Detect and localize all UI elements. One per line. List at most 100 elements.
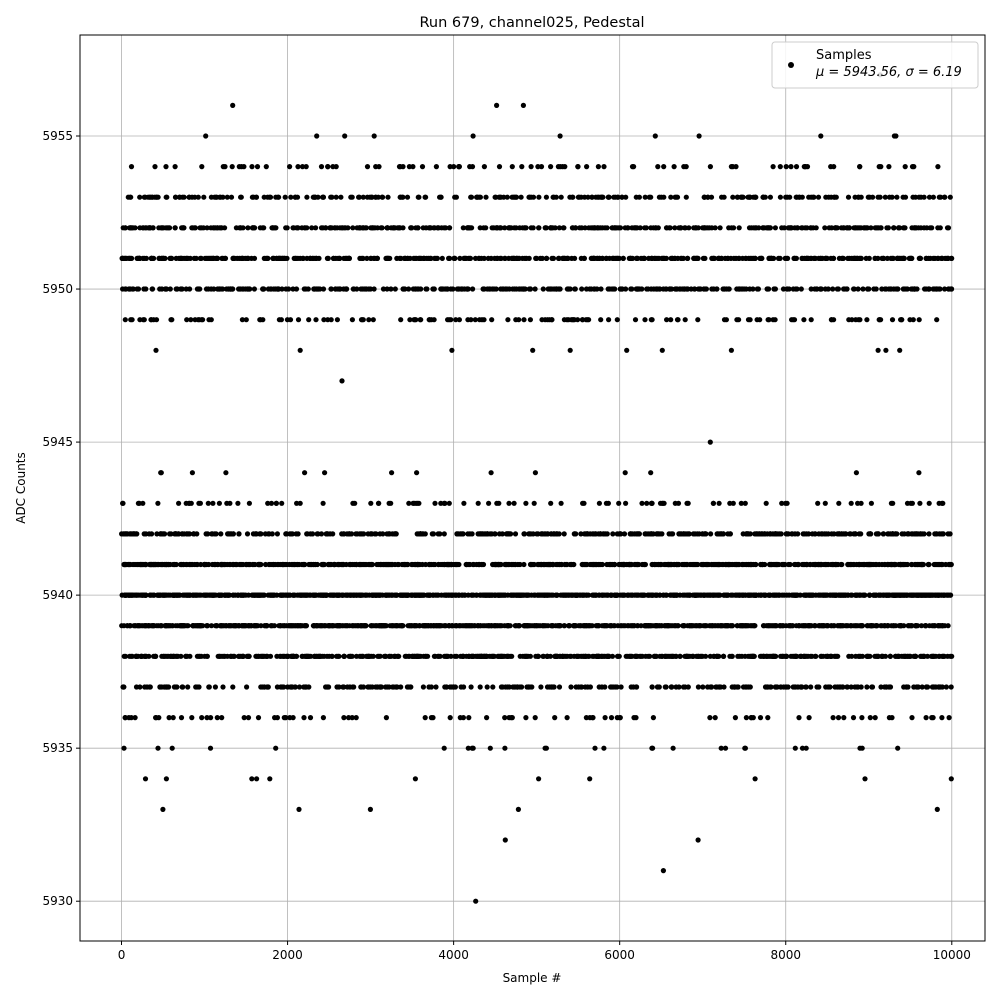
data-point [222,225,228,231]
data-point [254,164,261,170]
data-point [822,500,828,506]
data-point [707,164,714,170]
data-point [849,592,855,598]
data-point [311,623,317,629]
data-point [362,592,368,598]
data-point [126,561,132,568]
data-point [556,255,562,261]
data-point [303,286,309,292]
data-point [302,623,308,629]
data-point [227,561,233,568]
data-point [172,225,178,231]
data-point [163,164,169,170]
data-point [510,286,516,292]
data-point [684,592,690,598]
data-point [321,592,327,598]
data-point [741,286,747,292]
data-point [855,286,861,292]
data-point [466,561,472,568]
data-point [797,592,803,598]
data-point [276,561,282,568]
data-point [624,347,630,353]
data-point [238,194,244,200]
data-point [311,194,317,200]
data-point [934,317,940,323]
data-point [908,255,915,261]
data-point [162,592,168,598]
data-point [296,592,302,598]
data-point [650,531,656,537]
data-point [548,164,554,170]
data-point [215,286,221,292]
data-point [323,225,329,231]
data-point [361,286,367,292]
data-point [454,653,460,659]
data-point [901,561,907,568]
data-point [235,592,241,598]
data-point [690,531,697,537]
data-point [799,255,805,261]
data-point [902,194,909,200]
data-point [891,592,897,598]
data-point [875,194,881,200]
data-point [233,225,239,231]
data-point [578,623,584,629]
data-point [790,623,796,629]
data-point [284,317,290,323]
data-point [896,255,902,261]
data-point [667,225,673,231]
data-point [668,286,674,292]
data-point [693,255,699,261]
data-point [535,164,541,170]
data-point [947,286,953,292]
data-point [438,500,444,506]
data-point [779,592,785,598]
data-point [736,225,742,231]
data-point [287,164,293,170]
data-point [206,317,212,323]
data-point [457,255,463,261]
data-point [549,225,555,231]
data-point [442,623,448,629]
data-point [729,623,736,629]
data-point [364,194,370,200]
data-point [179,531,185,537]
data-point [336,286,342,292]
data-point [796,623,802,629]
data-point [623,286,629,292]
data-point [393,531,399,537]
data-point [535,531,541,537]
data-point [244,531,251,537]
data-point [404,194,411,200]
data-point [661,164,667,170]
data-point [730,194,736,200]
data-point [253,531,259,537]
data-point [901,255,907,261]
data-point [349,317,355,323]
data-point [686,225,692,231]
data-point [756,225,762,231]
data-point [227,286,233,292]
data-point [700,255,707,261]
data-point [948,255,954,261]
data-point [433,164,439,170]
data-point [257,317,263,323]
data-point [399,592,405,598]
data-point [343,286,349,292]
data-point [443,225,449,231]
data-point [904,500,911,506]
data-point [549,317,555,323]
data-point [456,592,462,598]
data-point [419,592,425,598]
data-point [286,561,292,568]
data-point [569,592,575,598]
data-point [844,286,850,292]
data-point [147,225,153,231]
data-point [692,592,698,598]
data-point [328,592,334,598]
data-point [646,194,652,200]
data-point [648,317,654,323]
data-point [332,286,339,292]
data-point [556,225,563,231]
data-point [876,592,882,598]
